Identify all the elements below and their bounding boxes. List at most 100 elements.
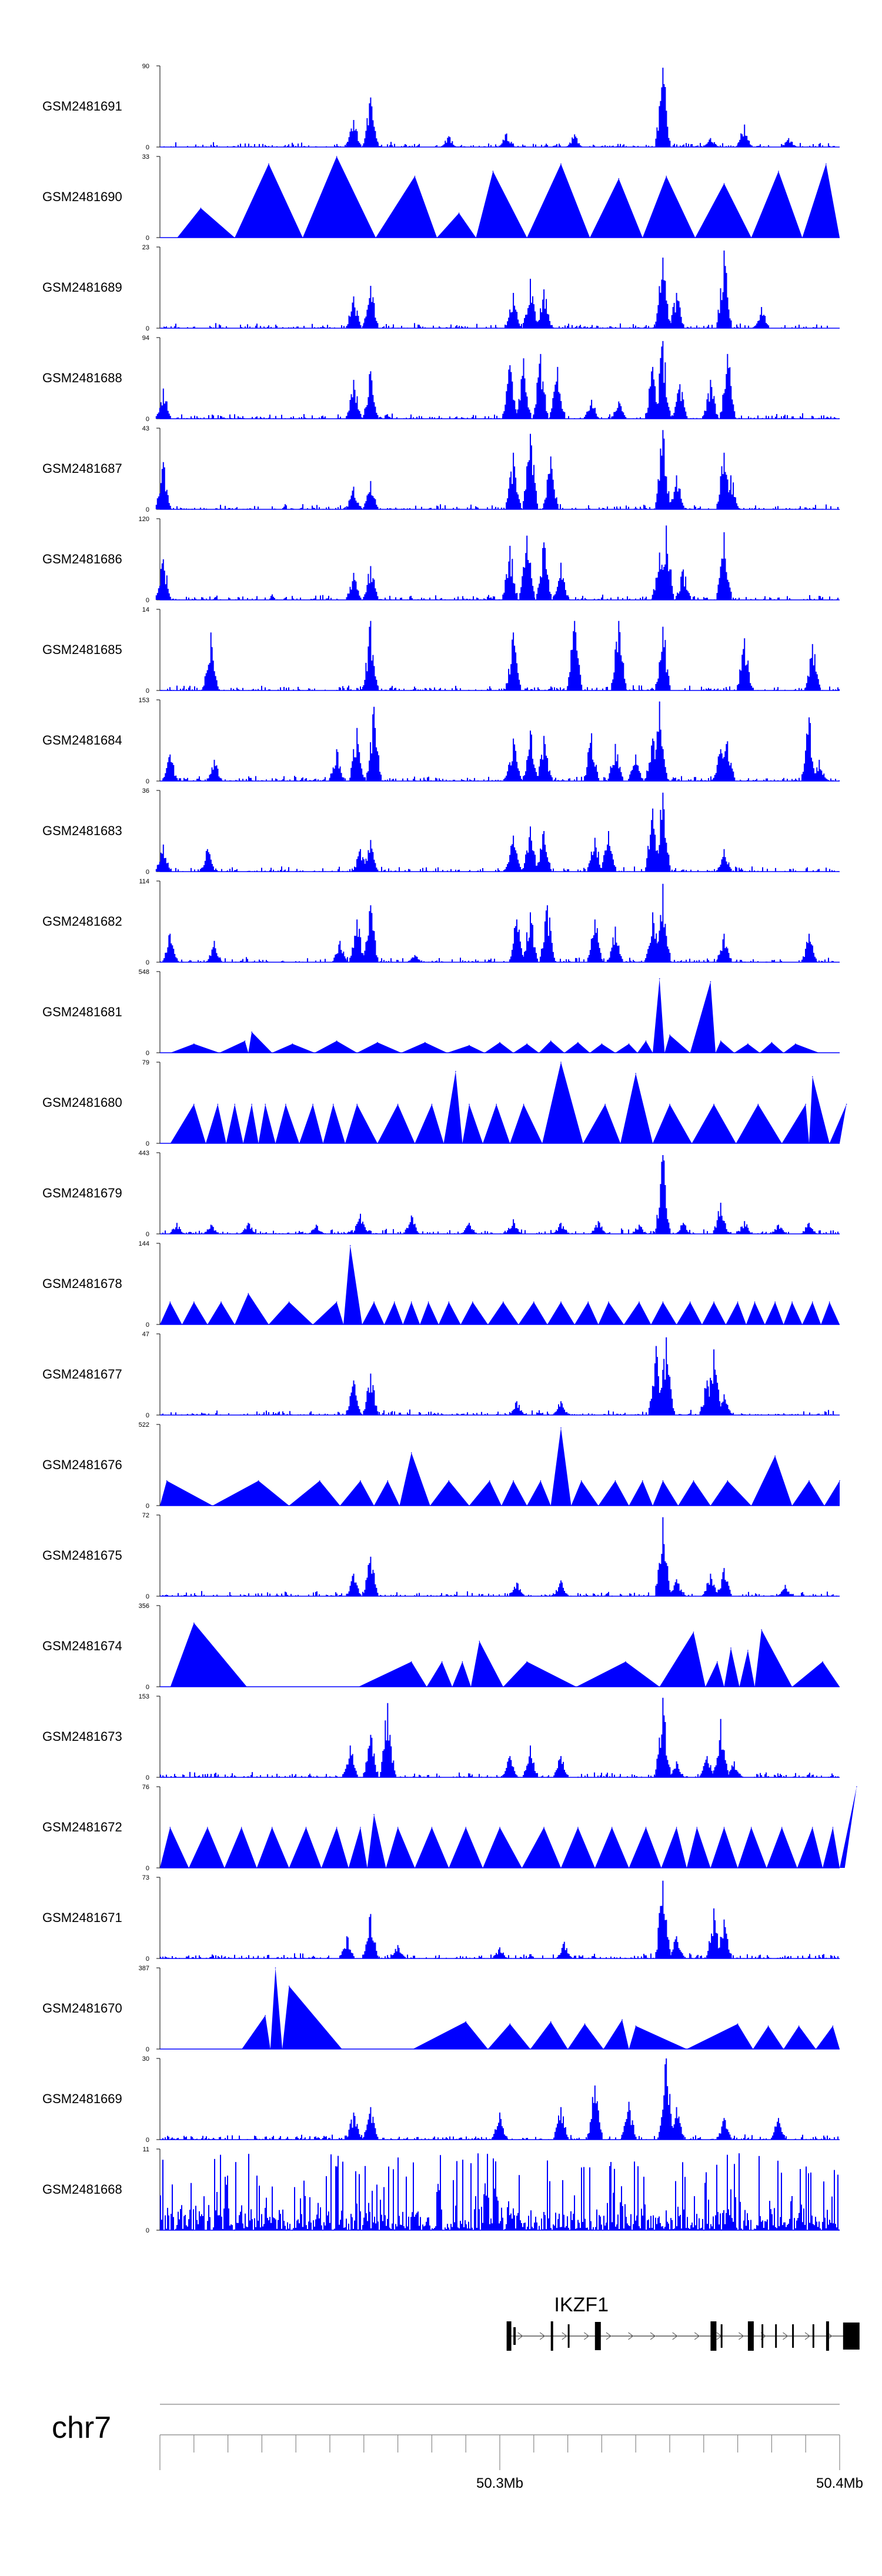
peak-point [193,1301,195,1303]
peak-bar [509,919,524,962]
peak-bar [363,620,379,690]
track-label: GSM2481679 [42,1186,122,1200]
peak-bar [506,293,522,328]
peak-bar [669,1761,684,1777]
peak-point [826,163,827,165]
track-GSM2481670: GSM2481670 387 0 [42,1965,840,2053]
gene-exon [594,2322,601,2350]
peak-bar [346,1573,362,1596]
peak-bar [155,845,171,872]
peak-bar [669,293,684,328]
y-axis-max-label: 47 [142,1331,149,1338]
peak-bar [363,1734,379,1777]
peak-point [608,1301,609,1303]
y-axis-zero-label: 0 [146,1865,149,1872]
peak-point [305,1827,307,1828]
gene-exon [550,2321,553,2351]
peak-bar [539,905,555,962]
peak-point [496,1103,497,1105]
peak-bar [801,933,817,962]
track-GSM2481674: GSM2481674 356 0 [42,1603,840,1691]
peak-point [689,1301,691,1303]
coverage-background [160,413,840,419]
gene-exon [506,2321,512,2351]
y-axis-max-label: 443 [139,1150,149,1157]
peak-bar [587,2086,603,2140]
peak-bar [339,1936,355,1958]
peak-point [750,1827,752,1828]
peak-bar [516,358,532,419]
peak-point [319,1480,320,1481]
track-label: GSM2481688 [42,371,122,385]
peak-bar [737,1221,753,1234]
peak-bar [349,728,365,781]
peak-point [193,1103,195,1105]
peak-bar [669,2107,684,2140]
peak-point [373,1301,375,1303]
peak-bar [737,638,753,690]
y-axis-max-label: 153 [139,697,149,704]
peak-bar [155,462,171,509]
peak-point [832,2026,834,2027]
peak-bar [584,399,600,419]
peak-point [669,1035,670,1036]
peak-bar [240,1223,256,1234]
y-axis-max-label: 36 [142,788,149,795]
peak-point [207,1827,208,1828]
peak-point [614,1480,616,1481]
track-label: GSM2481691 [42,99,122,114]
peak-point [336,156,338,157]
peak-point [659,978,660,979]
peak-bar [716,251,732,328]
peak-bar [553,1580,569,1596]
peak-bar [706,1349,722,1415]
peak-point [410,1452,412,1453]
peak-bar [655,1697,671,1777]
peak-point [217,1103,219,1105]
peak-bar [553,562,569,600]
peak-bar [536,736,552,781]
peak-bar [672,384,688,419]
peak-point [431,1103,433,1105]
peak-bar [509,1583,524,1596]
y-axis-max-label: 33 [142,154,149,161]
peak-bar [716,1394,732,1415]
peak-point [601,1043,603,1045]
peak-bar [553,1756,569,1777]
peak-bar [720,353,736,419]
strand-chevron [783,2332,789,2340]
coverage-background [161,1409,835,1415]
peak-bar [346,2113,362,2140]
peak-point [717,1661,718,1663]
peak-point [839,1480,840,1481]
track-label: GSM2481681 [42,1005,122,1019]
peak-point [240,1827,242,1828]
peak-point [523,1103,524,1105]
coverage-background [160,1590,837,1596]
coverage-area [160,1787,857,1868]
peak-point [275,1967,276,1968]
peak-bar [506,452,522,509]
peak-point [645,1827,647,1828]
track-label: GSM2481670 [42,2001,122,2016]
peak-point [462,1661,463,1663]
peak-point [465,1827,466,1828]
peak-bar [492,1947,507,1958]
peak-point [285,1103,286,1105]
peak-bar [407,955,423,962]
peak-bar [346,379,362,419]
strand-chevron [628,2332,634,2340]
peak-bar [713,1719,729,1777]
y-axis-zero-label: 0 [146,1684,149,1691]
peak-bar [155,559,171,600]
peak-point [333,1103,334,1105]
track-GSM2481675: GSM2481675 72 0 [42,1512,840,1600]
peak-bar [607,743,623,781]
peak-bar [363,1914,379,1958]
peak-bar [155,388,171,419]
gene-exon [775,2324,777,2348]
peak-bar [502,546,518,600]
y-axis-max-label: 23 [142,244,149,251]
y-axis-max-label: 153 [139,1693,149,1700]
peak-bar [584,733,600,781]
